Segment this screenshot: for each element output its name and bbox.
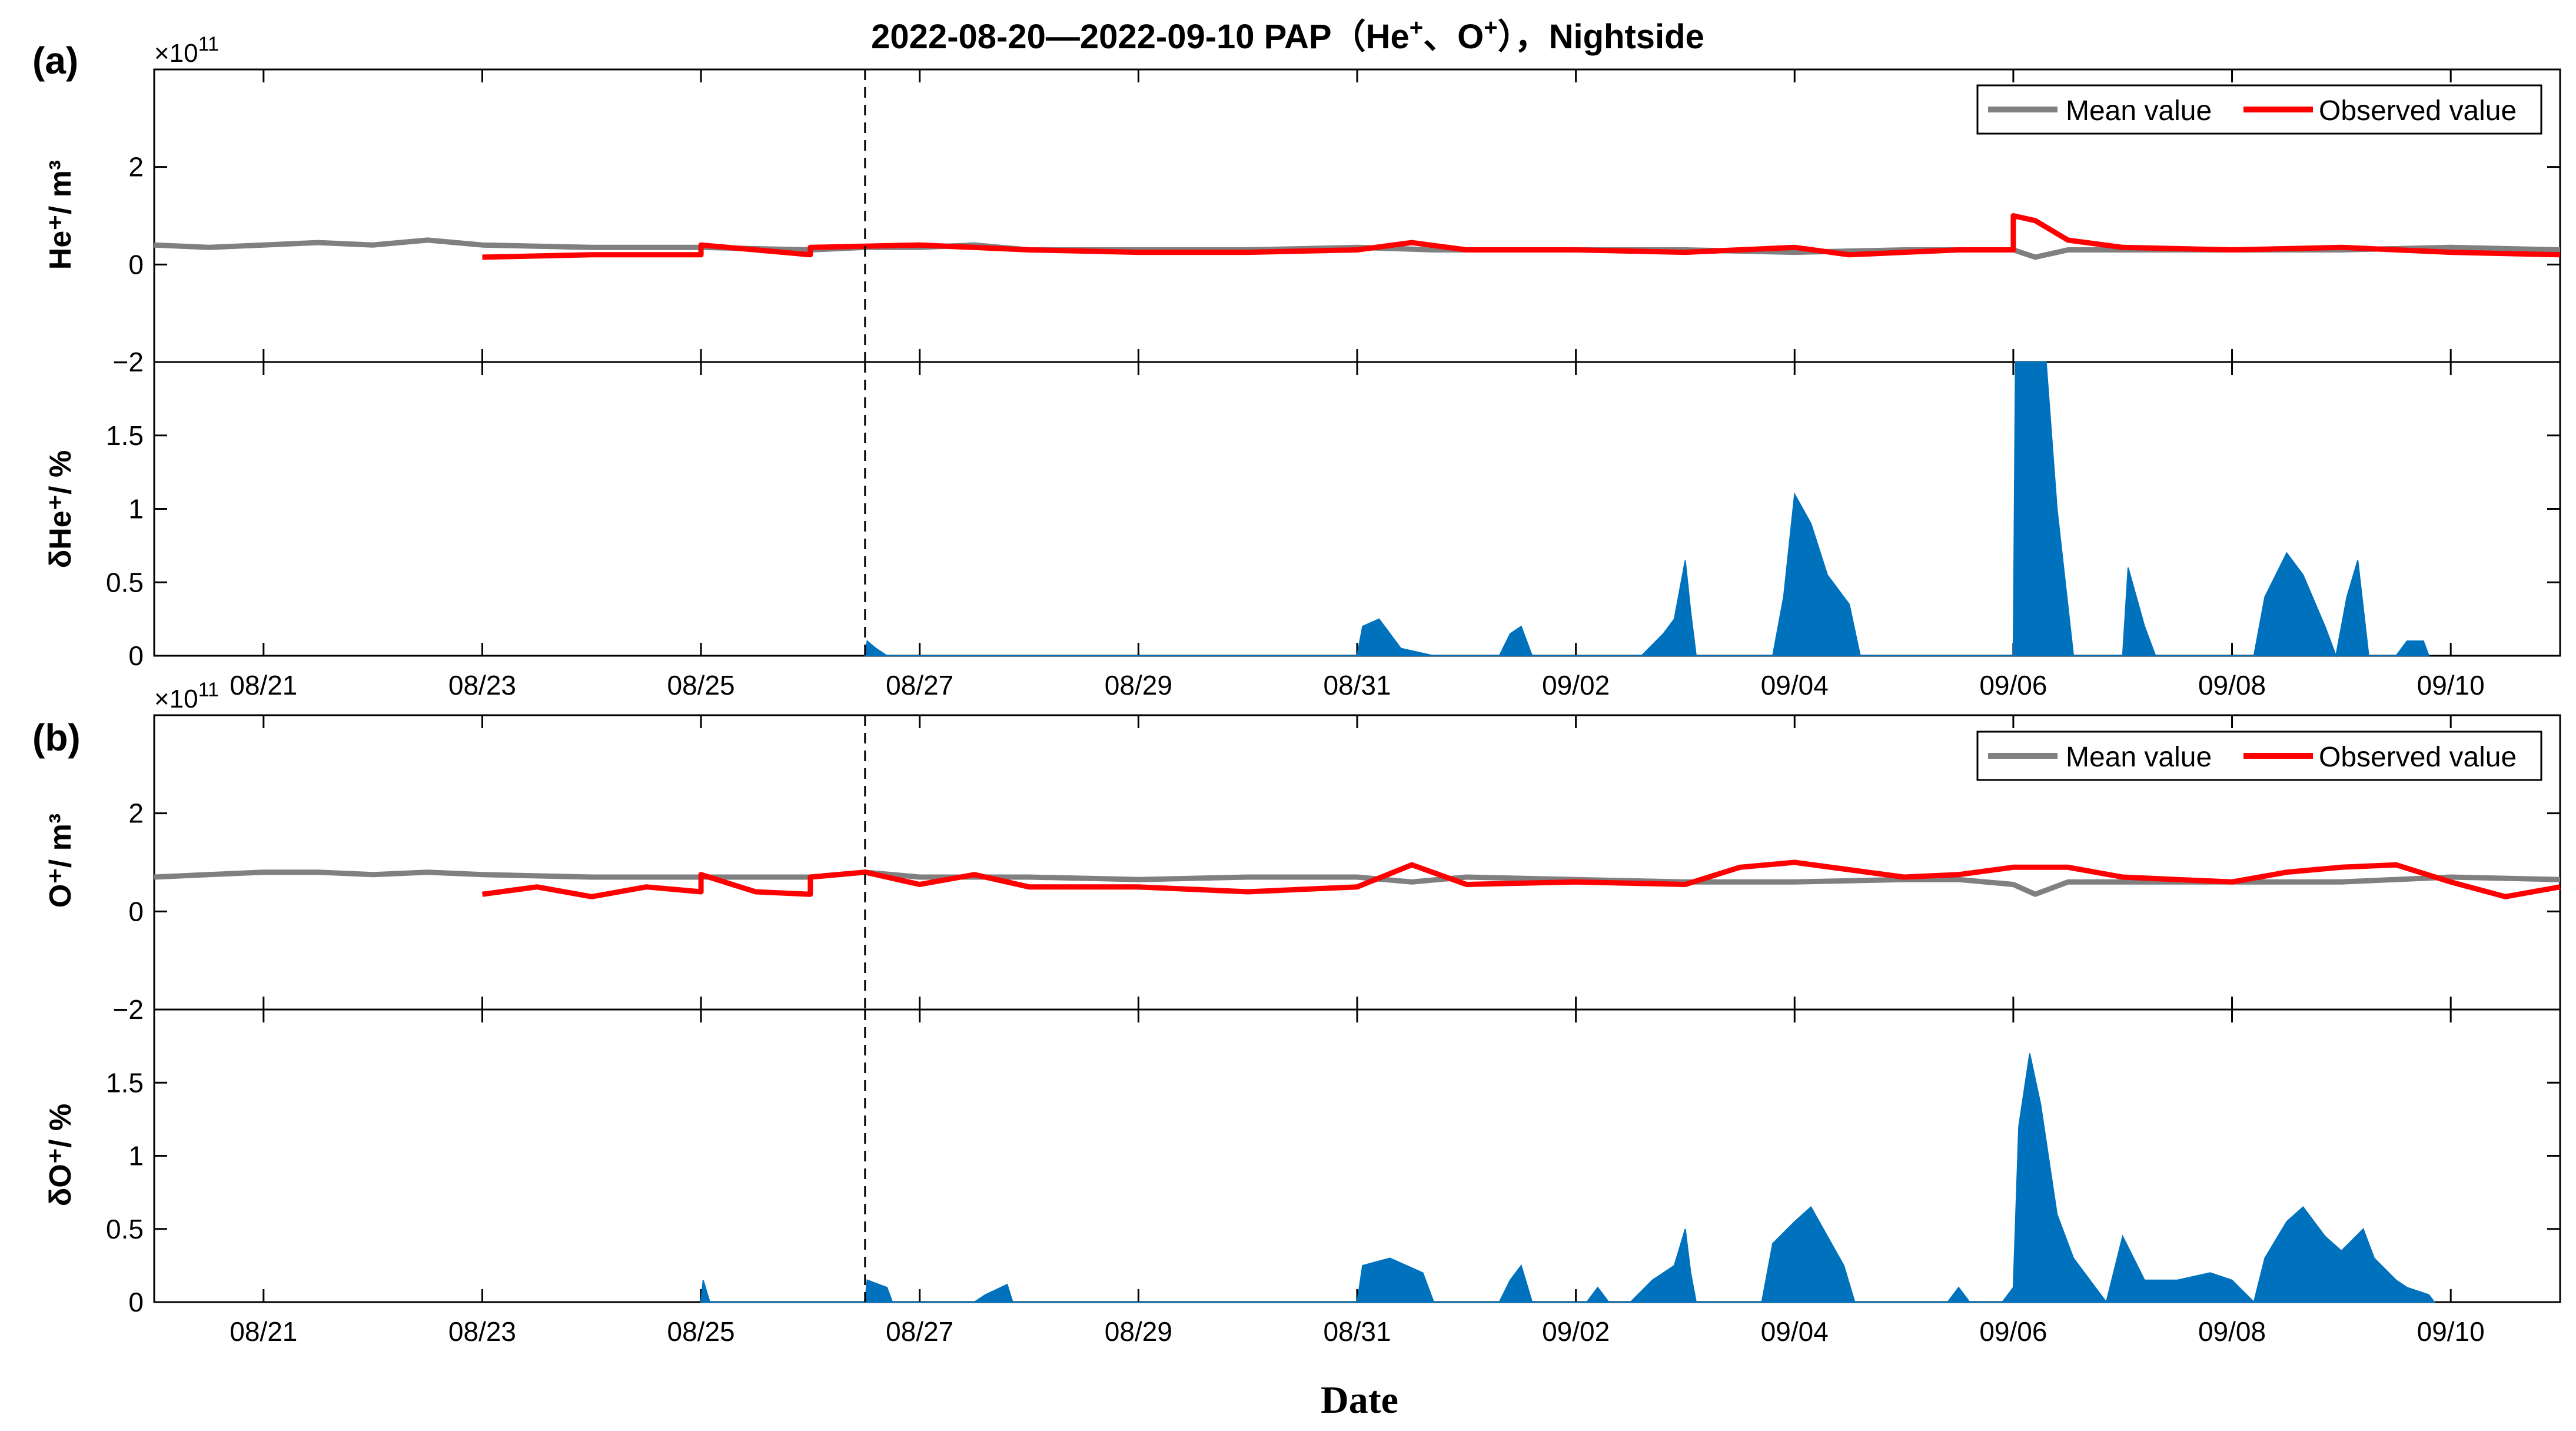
x-tick-label: 08/21 <box>230 1316 297 1347</box>
y-tick-label: 0 <box>128 249 144 280</box>
mean-value-line <box>154 869 2561 897</box>
x-tick-label: 08/29 <box>1105 1316 1172 1347</box>
x-tick-label: 08/23 <box>448 670 516 700</box>
panel-label-b: (b) <box>32 716 81 759</box>
y-tick-label: −2 <box>113 994 144 1025</box>
x-tick-label: 09/06 <box>1979 1316 2047 1347</box>
x-tick-label: 09/06 <box>1979 670 2047 700</box>
ylabel-o-density: O⁺/ m³ <box>44 814 78 908</box>
plot-layer: −2 0 2 0 0.5 1 1.5 −2 0 2 0 0.5 1 1.5 08/21 08/23 08/25 0… <box>106 68 2561 1347</box>
x-tick-label: 08/25 <box>667 1316 735 1347</box>
y-tick-label: 1.5 <box>106 1067 144 1098</box>
y-tick-label: 0 <box>128 896 144 927</box>
y-tick-label: 1.5 <box>106 420 144 451</box>
x-tick-label: 08/27 <box>886 670 953 700</box>
y-tick-label: 1 <box>128 494 144 524</box>
axes-box <box>153 1008 2561 1303</box>
x-tick-label: 09/08 <box>2198 1316 2266 1347</box>
panel-label-a: (a) <box>32 39 78 82</box>
title-mid: 、O <box>1423 18 1484 56</box>
x-tick-label: 08/25 <box>667 670 735 700</box>
y-tick-label: 2 <box>128 798 144 829</box>
y-tick-label: 0 <box>128 640 144 671</box>
title-sup1: + <box>1410 15 1423 41</box>
legend-a: Mean value Observed value <box>1976 84 2542 135</box>
legend-mean-label: Mean value <box>2066 742 2212 773</box>
x-tick-label: 09/02 <box>1542 1316 1610 1347</box>
x-tick-label: 09/04 <box>1761 1316 1829 1347</box>
exponent-b: ×1011 <box>154 679 219 713</box>
title-end: ），Nightside <box>1498 18 1704 56</box>
y-tick-label: 1 <box>128 1141 144 1171</box>
x-tick-label: 08/21 <box>230 670 297 700</box>
y-tick-label: 2 <box>128 152 144 182</box>
y-tick-label: 0.5 <box>106 567 144 597</box>
figure-title: 2022-08-20—2022-09-10 PAP（He+、O+），Nights… <box>871 15 1704 56</box>
observed-value-line <box>482 213 2561 260</box>
ylabel-o-deviation: δO⁺/ % <box>44 1104 78 1207</box>
x-tick-label: 08/23 <box>448 1316 516 1347</box>
ylabel-he-density: He⁺/ m³ <box>44 160 78 270</box>
title-sup2: + <box>1484 15 1497 41</box>
legend-mean-label: Mean value <box>2066 95 2212 127</box>
title-main: 2022-08-20—2022-09-10 PAP（He <box>871 18 1410 56</box>
deviation-area <box>700 1053 2436 1304</box>
x-tick-label: 08/27 <box>886 1316 953 1347</box>
x-tick-label: 09/10 <box>2417 670 2485 700</box>
x-tick-label: 08/29 <box>1105 670 1172 700</box>
observed-value-line <box>481 859 2561 899</box>
y-tick-label: −2 <box>113 347 144 377</box>
legend-b: Mean value Observed value <box>1976 731 2542 781</box>
xlabel-date: Date <box>1321 1379 1398 1422</box>
x-tick-label: 09/10 <box>2417 1316 2485 1347</box>
x-tick-label: 09/08 <box>2198 670 2266 700</box>
y-tick-label: 0 <box>128 1287 144 1317</box>
ylabel-he-deviation: δHe⁺/ % <box>44 450 78 569</box>
x-tick-label: 08/31 <box>1323 1316 1391 1347</box>
legend-observed-label: Observed value <box>2319 95 2517 127</box>
exponent-a: ×1011 <box>154 33 219 68</box>
x-tick-label: 09/04 <box>1761 670 1829 700</box>
deviation-area <box>864 361 2430 658</box>
y-tick-label: 0.5 <box>106 1214 144 1244</box>
x-tick-label: 09/02 <box>1542 670 1610 700</box>
axes-box <box>153 361 2561 657</box>
x-tick-label: 08/31 <box>1323 670 1391 700</box>
legend-observed-label: Observed value <box>2319 742 2517 773</box>
